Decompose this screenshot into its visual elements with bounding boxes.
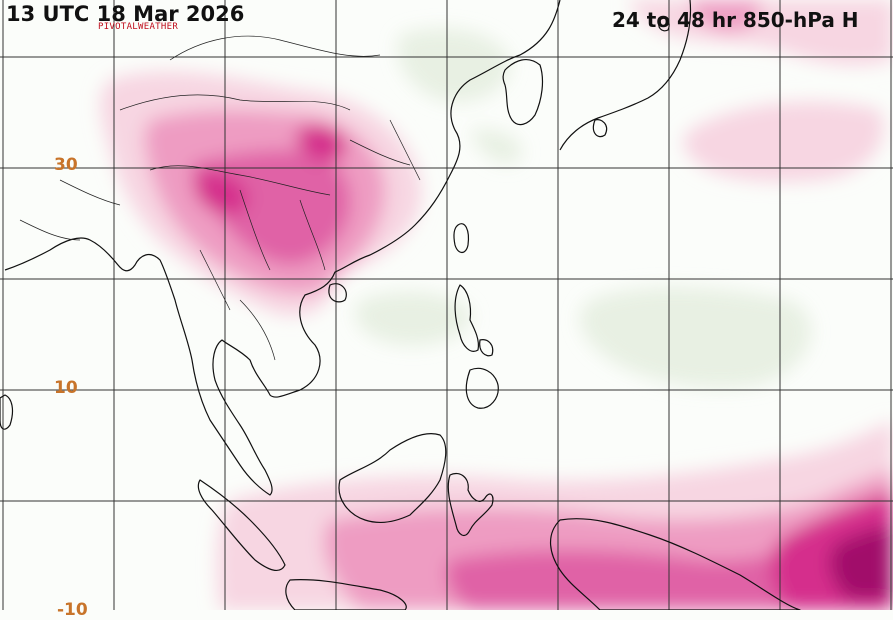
latitude-label-30: 30 [54,155,78,175]
height-fall-shading [354,28,812,389]
coastlines [0,0,801,610]
latitude-label-minus-10: -10 [57,600,88,620]
height-rise-shading [100,0,893,610]
latitude-label-10: 10 [54,378,78,398]
credit-watermark: PIVOTALWEATHER [98,22,179,32]
political-borders [19,35,421,361]
product-title: 24 to 48 hr 850-hPa H [612,8,859,32]
valid-time-title: 13 UTC 18 Mar 2026 [6,2,245,26]
